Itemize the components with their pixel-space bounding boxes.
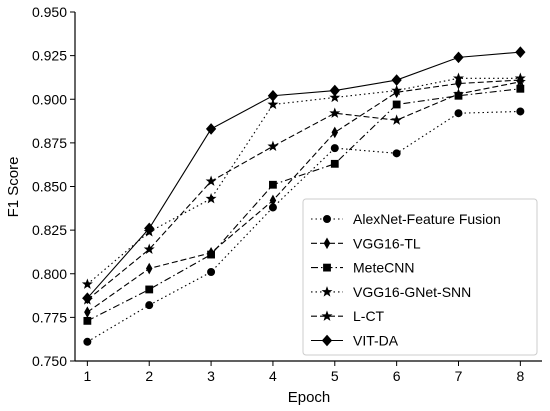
y-tick-label: 0.825 [32, 222, 67, 238]
series-5 [81, 76, 526, 305]
legend-box [302, 198, 538, 356]
data-point [207, 250, 215, 259]
legend-marker [321, 334, 333, 347]
data-point [330, 159, 339, 168]
series-line [87, 79, 521, 313]
data-point [83, 316, 92, 325]
legend-marker [321, 310, 333, 321]
data-point [267, 140, 279, 152]
y-axis-label: F1 Score [5, 157, 22, 218]
legend-item: AlexNet-Feature Fusion [311, 211, 501, 227]
legend-label: L-CT [353, 308, 385, 324]
data-point [269, 194, 277, 207]
x-tick-label: 4 [269, 368, 277, 384]
legend-marker [321, 286, 333, 297]
data-point [84, 306, 91, 318]
data-point [391, 74, 402, 86]
y-tick-label: 0.850 [32, 179, 67, 195]
data-point [145, 262, 153, 275]
data-point [516, 107, 525, 116]
data-point [454, 109, 463, 118]
data-point [205, 175, 217, 186]
legend-marker [323, 237, 331, 250]
data-point [391, 114, 403, 125]
series-line [86, 51, 521, 299]
legend-label: AlexNet-Feature Fusion [353, 211, 501, 227]
data-point [453, 88, 464, 99]
data-point [267, 98, 279, 110]
data-point [205, 123, 217, 135]
y-tick-label: 0.925 [32, 48, 67, 64]
x-tick-label: 7 [455, 368, 463, 384]
y-tick-label: 0.775 [32, 309, 67, 325]
data-point [269, 180, 277, 189]
legend-item: VIT-DA [311, 333, 399, 349]
legend-label: MeteCNN [353, 260, 414, 276]
legend-marker [322, 214, 331, 223]
data-point [329, 84, 340, 97]
legend: AlexNet-Feature Fusion VGG16-TL MeteCNN VGG… [302, 198, 538, 356]
x-tick-label: 3 [207, 368, 215, 384]
data-point [515, 46, 526, 58]
y-tick-label: 0.800 [32, 266, 67, 282]
series-line [87, 81, 521, 301]
legend-item: MeteCNN [311, 260, 414, 276]
data-point [82, 292, 93, 304]
series-1 [83, 107, 525, 346]
data-point [81, 278, 93, 289]
legend-label: VGG16-TL [353, 235, 421, 251]
data-point [391, 84, 403, 96]
data-point [453, 51, 464, 64]
data-point [329, 107, 341, 118]
y-tick-label: 0.875 [32, 135, 67, 151]
x-axis-label: Epoch [288, 389, 331, 406]
y-tick-label: 0.750 [32, 353, 67, 369]
data-point [145, 285, 154, 294]
data-point [267, 89, 279, 102]
axes: 1 2 3 4 5 6 7 8 0.750 0.775 0.800 0.825 0.850 0.875 0.… [32, 4, 542, 384]
legend-marker [323, 263, 331, 272]
data-point [144, 222, 155, 235]
legend-item: L-CT [311, 308, 385, 324]
data-point [516, 84, 525, 93]
series-6 [82, 46, 526, 304]
data-point [514, 76, 526, 87]
data-point [83, 337, 92, 346]
series-layer [81, 46, 526, 346]
x-tick-label: 6 [393, 368, 401, 384]
legend-item: VGG16-TL [311, 235, 421, 251]
x-tick-label: 8 [516, 368, 524, 384]
x-tick-label: 2 [145, 368, 153, 384]
x-tick-label: 1 [83, 368, 91, 384]
legend-item: VGG16-GNet-SNN [311, 284, 471, 300]
y-tick-label: 0.900 [32, 91, 67, 107]
data-point [331, 126, 339, 139]
series-line [87, 88, 521, 322]
data-point [392, 149, 401, 158]
legend-label: VGG16-GNet-SNN [353, 284, 471, 300]
legend-label: VIT-DA [353, 333, 399, 349]
y-tick-label: 0.950 [32, 4, 67, 20]
data-point [453, 72, 464, 83]
data-point [205, 192, 217, 204]
data-point [145, 301, 154, 310]
data-point [207, 268, 216, 277]
data-point [392, 100, 401, 109]
data-point [329, 91, 341, 103]
data-point [143, 243, 155, 254]
x-tick-label: 5 [331, 368, 339, 384]
data-point [330, 144, 339, 153]
